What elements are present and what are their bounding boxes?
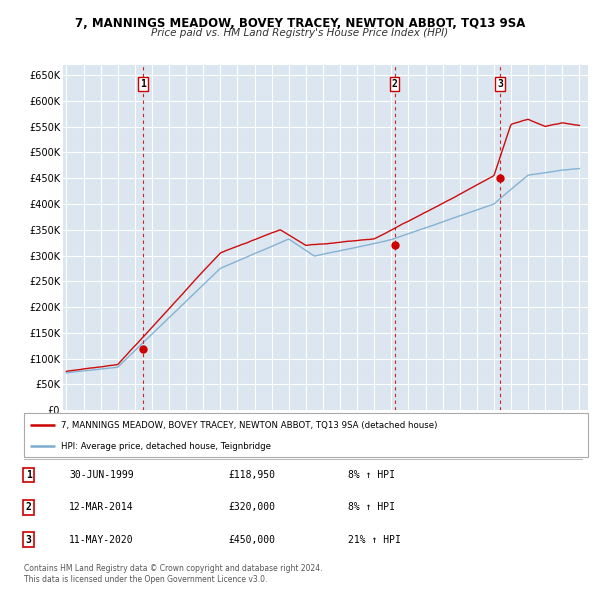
Text: This data is licensed under the Open Government Licence v3.0.: This data is licensed under the Open Gov… (24, 575, 268, 584)
Text: 3: 3 (26, 535, 32, 545)
Text: 7, MANNINGS MEADOW, BOVEY TRACEY, NEWTON ABBOT, TQ13 9SA: 7, MANNINGS MEADOW, BOVEY TRACEY, NEWTON… (75, 17, 525, 30)
Text: 11-MAY-2020: 11-MAY-2020 (69, 535, 134, 545)
Text: 3: 3 (497, 79, 503, 89)
Text: Price paid vs. HM Land Registry's House Price Index (HPI): Price paid vs. HM Land Registry's House … (151, 28, 449, 38)
FancyBboxPatch shape (24, 413, 588, 457)
Text: 30-JUN-1999: 30-JUN-1999 (69, 470, 134, 480)
Text: £450,000: £450,000 (228, 535, 275, 545)
Text: 8% ↑ HPI: 8% ↑ HPI (348, 503, 395, 512)
Text: 7, MANNINGS MEADOW, BOVEY TRACEY, NEWTON ABBOT, TQ13 9SA (detached house): 7, MANNINGS MEADOW, BOVEY TRACEY, NEWTON… (61, 421, 437, 430)
Text: HPI: Average price, detached house, Teignbridge: HPI: Average price, detached house, Teig… (61, 442, 271, 451)
Text: 2: 2 (26, 503, 32, 512)
Text: 2: 2 (392, 79, 398, 89)
Text: 8% ↑ HPI: 8% ↑ HPI (348, 470, 395, 480)
Text: Contains HM Land Registry data © Crown copyright and database right 2024.: Contains HM Land Registry data © Crown c… (24, 565, 323, 573)
Text: 1: 1 (26, 470, 32, 480)
Text: £320,000: £320,000 (228, 503, 275, 512)
Text: 1: 1 (140, 79, 146, 89)
Text: £118,950: £118,950 (228, 470, 275, 480)
Text: 12-MAR-2014: 12-MAR-2014 (69, 503, 134, 512)
Text: 21% ↑ HPI: 21% ↑ HPI (348, 535, 401, 545)
